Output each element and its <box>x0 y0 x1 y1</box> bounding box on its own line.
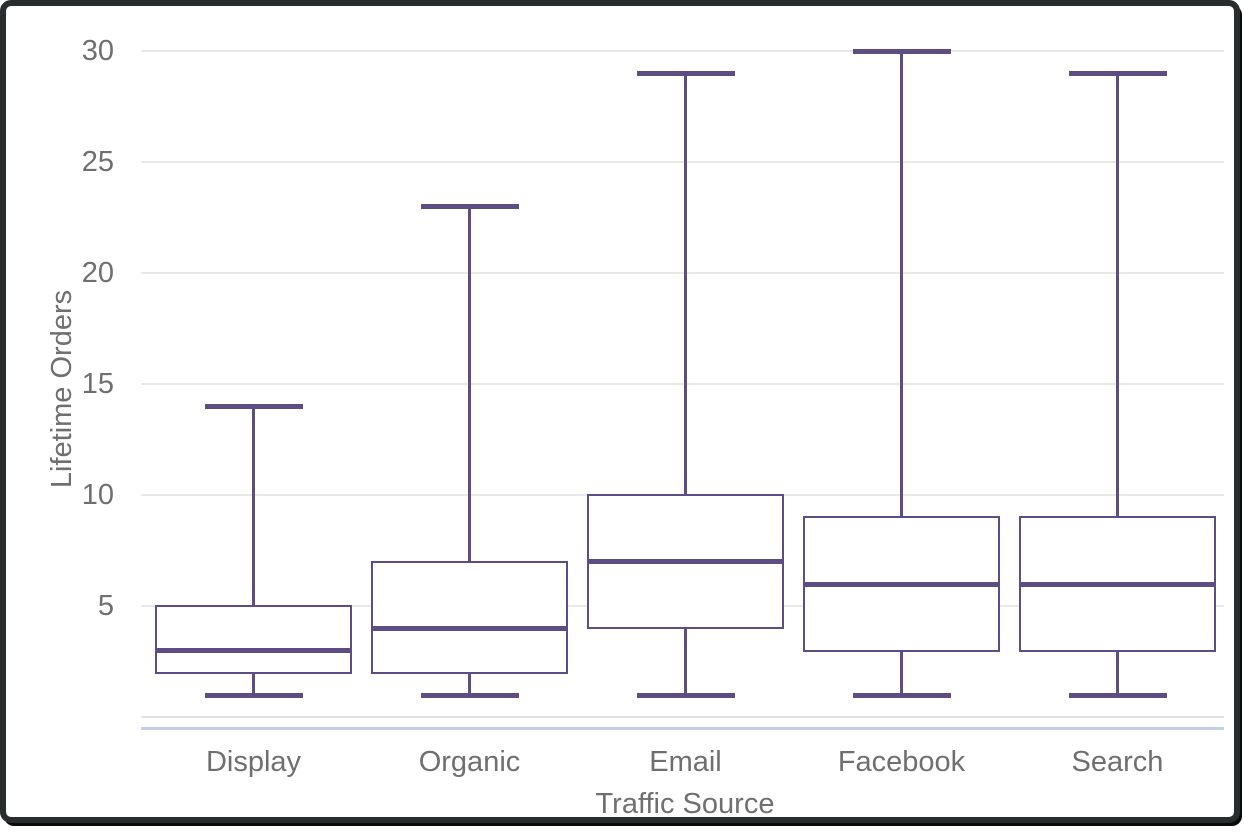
gridline-0 <box>141 716 1224 719</box>
whisker-lower-stem-facebook <box>900 650 903 696</box>
y-axis-tick-labels: 5 10 15 20 25 30 <box>6 6 1244 833</box>
x-axis-line <box>141 727 1224 730</box>
iqr-box-display <box>155 605 352 674</box>
gridline-10 <box>141 494 1224 497</box>
gridlines-layer <box>6 6 1244 833</box>
median-line-email <box>589 559 782 565</box>
whisker-lower-cap-organic <box>420 692 519 698</box>
whisker-upper-stem-email <box>684 73 687 496</box>
whisker-upper-stem-search <box>1116 73 1119 518</box>
x-tick-label-display: Display <box>205 746 302 778</box>
box-plots-layer <box>6 6 1244 833</box>
gridline-5 <box>141 605 1224 608</box>
x-axis-tick-labels: Display Organic Email Facebook Search <box>6 6 1244 833</box>
iqr-box-organic <box>371 560 568 674</box>
whisker-upper-stem-organic <box>468 206 471 562</box>
iqr-box-facebook <box>803 516 1000 652</box>
gridline-25 <box>141 161 1224 164</box>
whisker-upper-cap-email <box>636 70 735 76</box>
gridline-20 <box>141 272 1224 275</box>
whisker-lower-stem-organic <box>468 672 471 696</box>
iqr-box-search <box>1019 516 1216 652</box>
whisker-lower-stem-search <box>1116 650 1119 696</box>
whisker-lower-cap-search <box>1068 692 1167 698</box>
whisker-upper-cap-search <box>1068 70 1167 76</box>
y-tick-label-25: 25 <box>81 146 114 179</box>
gridline-30 <box>141 50 1224 52</box>
whisker-lower-stem-display <box>252 672 255 696</box>
whisker-upper-stem-display <box>252 406 255 607</box>
median-line-display <box>157 648 350 654</box>
whisker-upper-cap-facebook <box>852 48 951 54</box>
median-line-organic <box>373 625 566 631</box>
whisker-upper-stem-facebook <box>900 51 903 518</box>
x-axis-title: Traffic Source <box>595 788 775 820</box>
y-tick-label-30: 30 <box>81 35 114 67</box>
whisker-lower-stem-email <box>684 628 687 696</box>
x-tick-label-organic: Organic <box>418 746 521 778</box>
y-axis-title: Lifetime Orders <box>46 289 78 489</box>
x-tick-label-search: Search <box>1071 746 1164 778</box>
iqr-box-email <box>587 494 784 630</box>
whisker-upper-cap-organic <box>420 203 519 209</box>
y-tick-label-5: 5 <box>97 590 114 623</box>
x-tick-label-facebook: Facebook <box>837 746 966 778</box>
whisker-upper-cap-display <box>204 403 303 409</box>
median-line-search <box>1021 581 1214 587</box>
whisker-lower-cap-facebook <box>852 692 951 698</box>
gridline-15 <box>141 383 1224 386</box>
whisker-lower-cap-display <box>204 692 303 698</box>
median-line-facebook <box>805 581 998 587</box>
whisker-lower-cap-email <box>636 692 735 698</box>
x-tick-label-email: Email <box>649 746 722 778</box>
